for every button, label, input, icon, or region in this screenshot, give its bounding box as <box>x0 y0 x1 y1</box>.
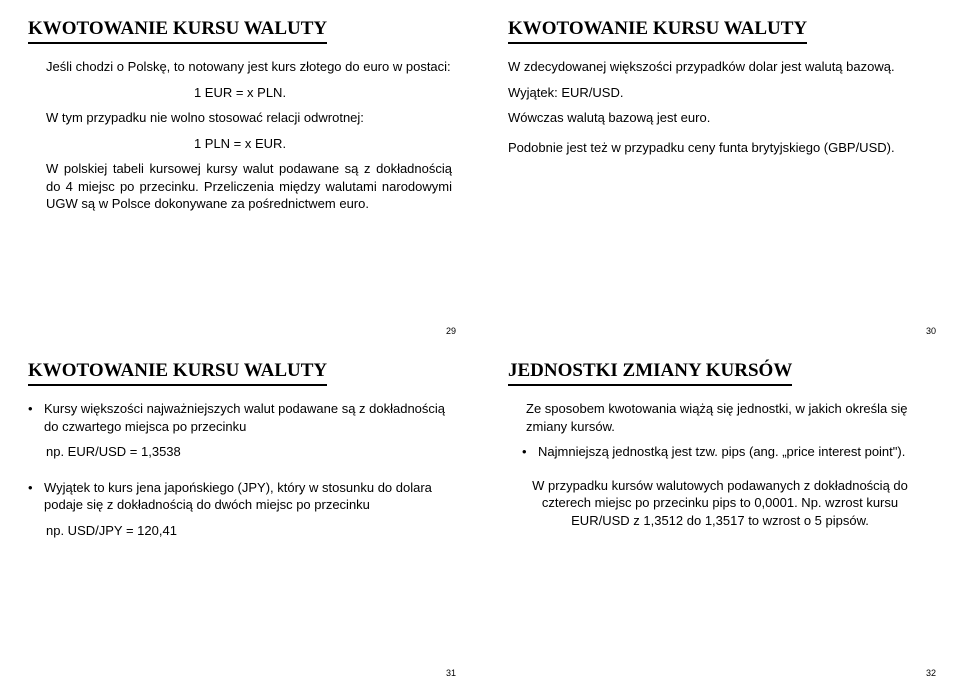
bullet-dot: • <box>522 443 538 461</box>
slide-title: KWOTOWANIE KURSU WALUTY <box>28 18 327 44</box>
bullet-text: Najmniejszą jednostką jest tzw. pips (an… <box>538 443 932 461</box>
bullet-dot: • <box>28 479 44 514</box>
page-number: 29 <box>446 326 456 336</box>
bullet-item: • Wyjątek to kurs jena japońskiego (JPY)… <box>28 479 452 514</box>
slide-content: W zdecydowanej większości przypadków dol… <box>508 58 932 332</box>
bullet-item: • Kursy większości najważniejszych walut… <box>28 400 452 435</box>
slide-30: KWOTOWANIE KURSU WALUTY W zdecydowanej w… <box>480 0 960 342</box>
paragraph: Jeśli chodzi o Polskę, to notowany jest … <box>28 58 452 76</box>
paragraph: W tym przypadku nie wolno stosować relac… <box>28 109 452 127</box>
paragraph: Podobnie jest też w przypadku ceny funta… <box>508 139 932 157</box>
equation: 1 EUR = x PLN. <box>28 84 452 102</box>
slide-title: JEDNOSTKI ZMIANY KURSÓW <box>508 360 792 386</box>
paragraph: Wyjątek: EUR/USD. <box>508 84 932 102</box>
slide-title: KWOTOWANIE KURSU WALUTY <box>28 360 327 386</box>
page-number: 30 <box>926 326 936 336</box>
bullet-text: Kursy większości najważniejszych walut p… <box>44 400 452 435</box>
slide-title: KWOTOWANIE KURSU WALUTY <box>508 18 807 44</box>
paragraph: W polskiej tabeli kursowej kursy walut p… <box>28 160 452 213</box>
equation: 1 PLN = x EUR. <box>28 135 452 153</box>
example-line: np. USD/JPY = 120,41 <box>28 522 452 540</box>
slide-29: KWOTOWANIE KURSU WALUTY Jeśli chodzi o P… <box>0 0 480 342</box>
slide-content: • Kursy większości najważniejszych walut… <box>28 400 452 674</box>
slide-31: KWOTOWANIE KURSU WALUTY • Kursy większoś… <box>0 342 480 684</box>
slide-content: Ze sposobem kwotowania wiążą się jednost… <box>508 400 932 674</box>
paragraph: W zdecydowanej większości przypadków dol… <box>508 58 932 76</box>
slide-content: Jeśli chodzi o Polskę, to notowany jest … <box>28 58 452 332</box>
paragraph: W przypadku kursów walutowych podawanych… <box>508 477 932 530</box>
bullet-text: Wyjątek to kurs jena japońskiego (JPY), … <box>44 479 452 514</box>
slide-32: JEDNOSTKI ZMIANY KURSÓW Ze sposobem kwot… <box>480 342 960 684</box>
bullet-dot: • <box>28 400 44 435</box>
paragraph: Ze sposobem kwotowania wiążą się jednost… <box>508 400 932 435</box>
paragraph: Wówczas walutą bazową jest euro. <box>508 109 932 127</box>
page-number: 31 <box>446 668 456 678</box>
bullet-item: • Najmniejszą jednostką jest tzw. pips (… <box>508 443 932 461</box>
page-number: 32 <box>926 668 936 678</box>
example-line: np. EUR/USD = 1,3538 <box>28 443 452 461</box>
